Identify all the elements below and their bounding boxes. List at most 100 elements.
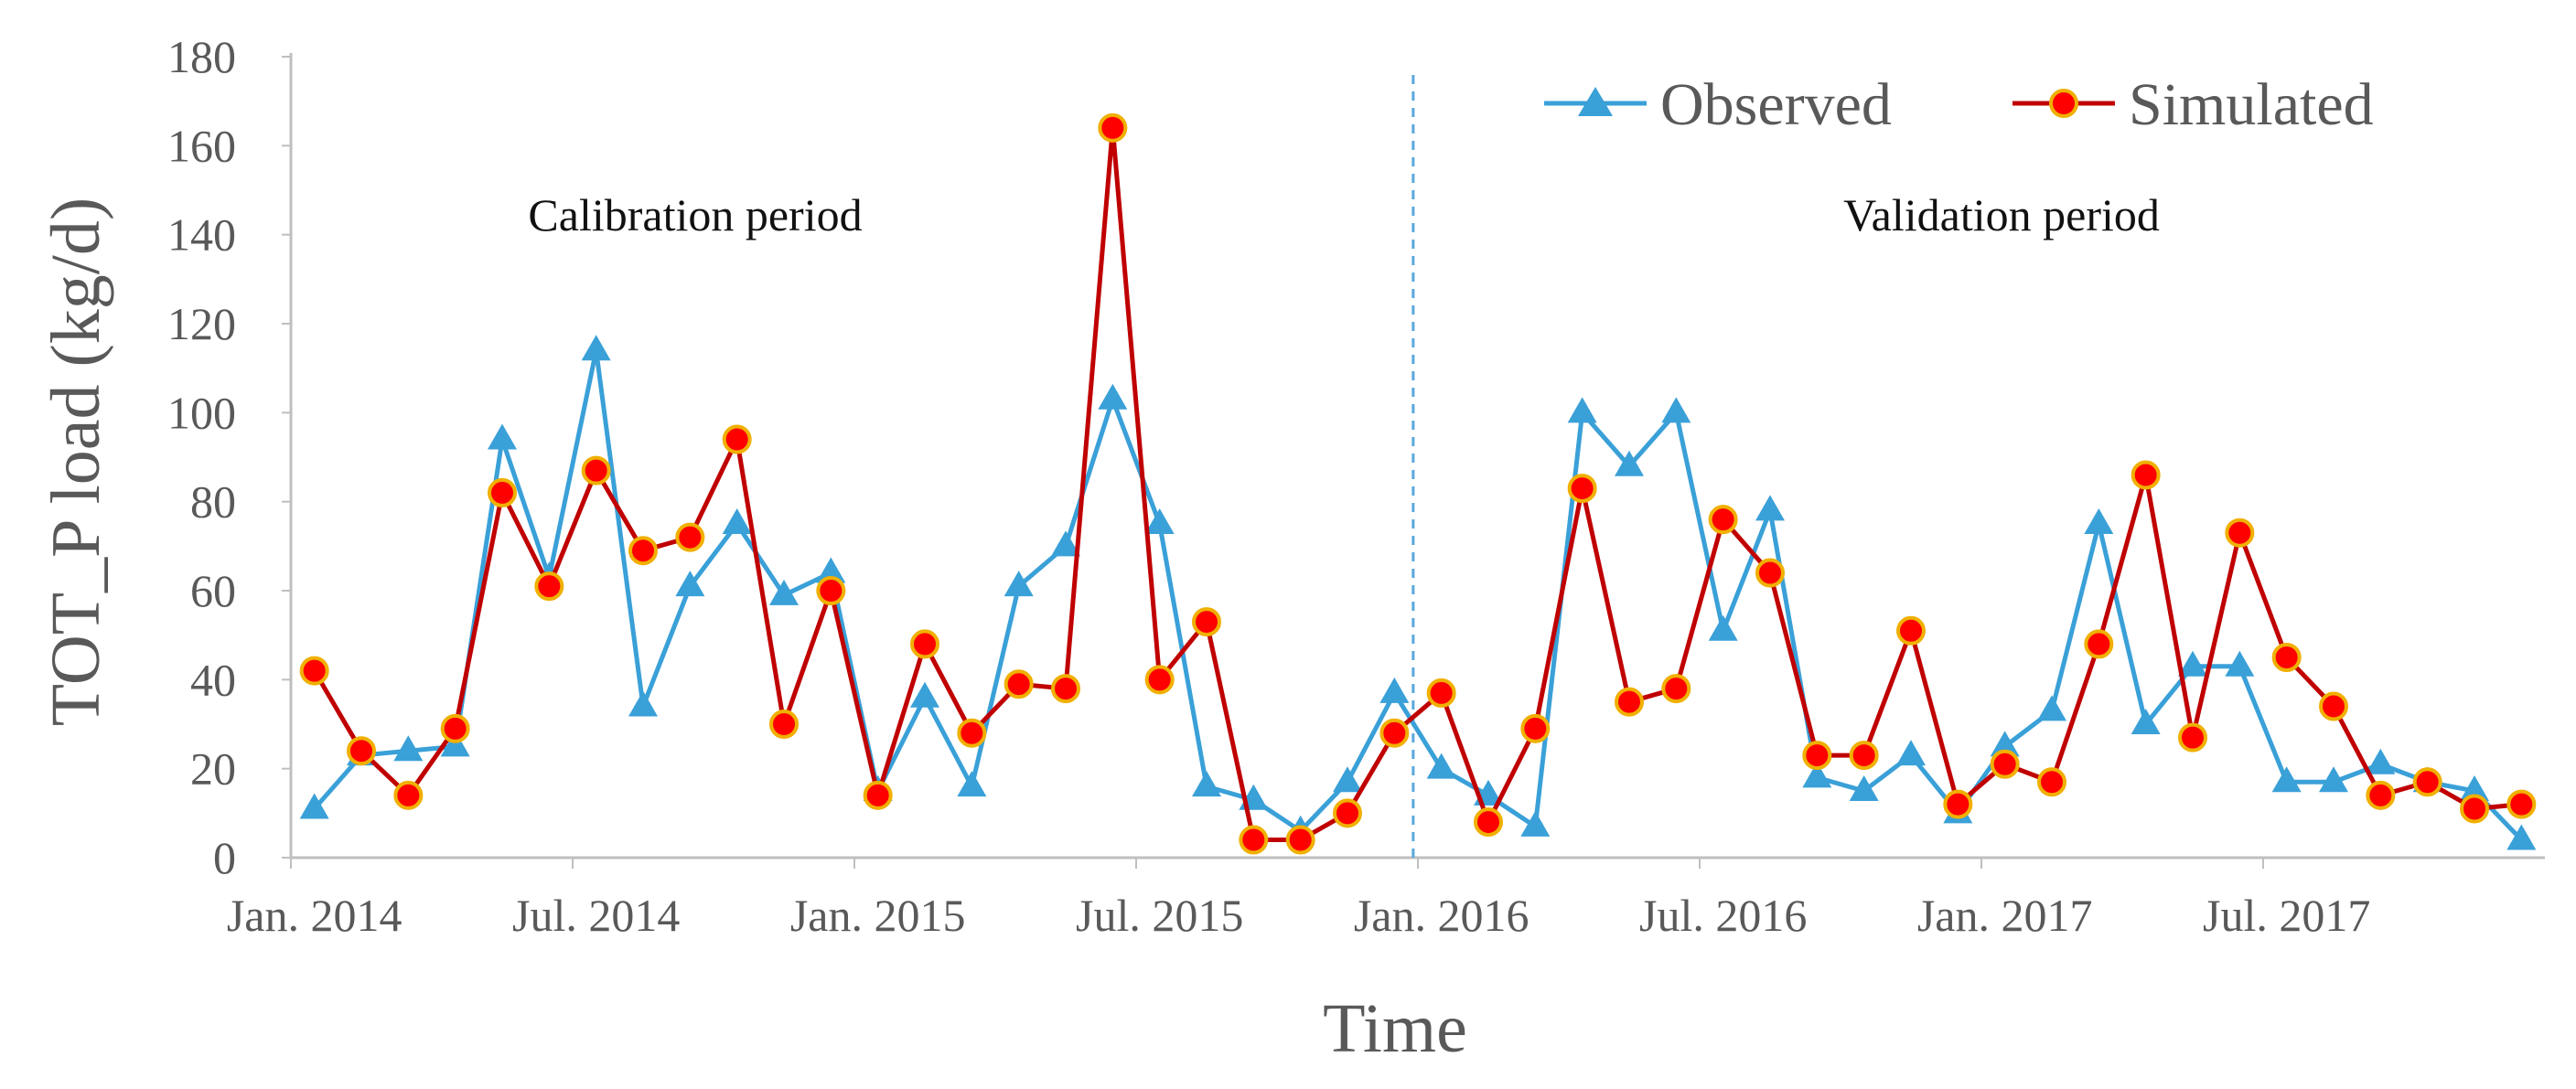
data-point-observed — [1708, 614, 1738, 641]
y-tick-label: 180 — [167, 31, 236, 82]
data-point-observed — [1520, 810, 1551, 837]
data-point-observed — [1896, 740, 1926, 766]
legend-simulated-marker — [2049, 89, 2078, 118]
data-point-observed — [1333, 766, 1362, 793]
y-tick-label: 120 — [167, 298, 236, 349]
data-point-simulated — [2271, 643, 2302, 672]
data-point-simulated — [393, 780, 424, 810]
data-point-observed — [1849, 775, 1879, 801]
data-point-simulated — [488, 477, 517, 507]
data-point-observed — [2319, 766, 2348, 793]
y-tick-label: 80 — [190, 476, 236, 528]
data-point-observed — [2366, 748, 2396, 774]
x-tick-label: Jul. 2016 — [1639, 890, 1807, 941]
data-point-simulated — [1615, 687, 1644, 717]
data-point-simulated — [628, 536, 658, 566]
x-tick-label: Jan. 2015 — [790, 890, 966, 941]
data-point-simulated — [2460, 794, 2489, 824]
data-point-simulated — [1192, 607, 1221, 637]
x-tick-label: Jul. 2015 — [1076, 890, 1243, 941]
x-tick-label: Jul. 2017 — [2203, 890, 2370, 941]
x-axis-title: Time — [1323, 990, 1467, 1067]
data-point-observed — [2131, 709, 2161, 734]
data-point-observed — [1802, 762, 1832, 788]
data-point-observed — [1615, 450, 1644, 476]
data-point-observed — [1004, 571, 1034, 597]
x-tick-labels: Jan. 2014 Jul. 2014 Jan. 2015 Jul. 2015 Jan.… — [227, 890, 2371, 941]
x-tick-label: Jan. 2017 — [1917, 890, 2093, 941]
data-point-observed — [1379, 677, 1410, 703]
y-tick-label: 140 — [167, 209, 236, 261]
data-point-simulated — [2225, 518, 2255, 548]
data-point-simulated — [2084, 629, 2114, 659]
data-point-observed — [2225, 650, 2255, 677]
legend-simulated-label: Simulated — [2129, 71, 2374, 138]
data-point-simulated — [1474, 807, 1503, 838]
data-point-simulated — [1849, 741, 1879, 771]
data-point-simulated — [1943, 789, 1973, 819]
x-tick-label: Jul. 2014 — [512, 890, 680, 941]
data-point-simulated — [1144, 665, 1175, 695]
data-point-observed — [1098, 383, 1128, 410]
data-point-observed — [2178, 650, 2207, 677]
validation-period-label: Validation period — [1843, 189, 2160, 240]
data-point-simulated — [957, 718, 987, 748]
series-line-observed — [312, 347, 2524, 842]
data-point-simulated — [2131, 460, 2161, 490]
data-point-simulated — [816, 576, 846, 605]
data-point-simulated — [1755, 558, 1785, 588]
data-point-simulated — [1051, 674, 1080, 704]
legend-item-simulated: Simulated — [2012, 71, 2374, 138]
data-point-simulated — [675, 522, 705, 552]
data-point-observed — [722, 508, 752, 534]
data-point-observed — [2037, 695, 2066, 721]
data-point-observed — [299, 793, 329, 819]
y-tick-labels: 0 20 40 60 80 100 120 140 160 180 — [167, 31, 236, 883]
data-point-simulated — [1239, 825, 1269, 855]
data-point-simulated — [2506, 789, 2537, 819]
data-point-simulated — [1098, 112, 1128, 143]
data-point-observed — [675, 571, 705, 597]
series-simulated — [299, 112, 2537, 855]
data-point-observed — [1661, 397, 1691, 423]
data-point-observed — [393, 735, 424, 762]
data-point-observed — [581, 335, 611, 361]
data-point-observed — [1144, 508, 1175, 534]
axes — [282, 53, 2545, 869]
data-point-simulated — [1285, 825, 1315, 855]
y-tick-label: 0 — [213, 832, 236, 883]
y-tick-label: 160 — [167, 120, 236, 171]
data-point-observed — [1426, 753, 1456, 779]
data-point-observed — [1192, 771, 1221, 797]
data-point-simulated — [2037, 767, 2066, 797]
data-point-simulated — [1333, 798, 1362, 828]
x-tick-label: Jan. 2016 — [1354, 890, 1530, 941]
data-point-observed — [1990, 731, 2020, 757]
series-group — [299, 112, 2537, 855]
data-point-simulated — [1004, 669, 1034, 699]
data-point-simulated — [910, 629, 939, 659]
data-point-observed — [2084, 508, 2114, 534]
data-point-simulated — [347, 736, 376, 766]
data-point-simulated — [1567, 474, 1597, 504]
data-point-simulated — [1708, 505, 1738, 535]
data-point-observed — [957, 771, 987, 797]
y-tick-label: 20 — [190, 743, 236, 795]
y-tick-label: 60 — [190, 565, 236, 616]
data-point-simulated — [1990, 749, 2020, 779]
data-point-observed — [440, 731, 470, 757]
data-point-observed — [816, 557, 846, 583]
legend: Observed Simulated — [1544, 71, 2374, 138]
data-point-observed — [1755, 495, 1785, 521]
data-point-observed — [2271, 766, 2302, 793]
data-point-observed — [628, 690, 658, 717]
calibration-period-label: Calibration period — [528, 189, 862, 240]
y-tick-label: 100 — [167, 387, 236, 438]
legend-observed-marker — [1578, 87, 1613, 116]
data-point-simulated — [863, 780, 893, 810]
legend-item-observed: Observed — [1544, 71, 1892, 138]
data-point-observed — [1051, 530, 1080, 557]
data-point-simulated — [581, 455, 611, 486]
data-point-simulated — [2366, 780, 2396, 810]
data-point-simulated — [722, 424, 752, 454]
